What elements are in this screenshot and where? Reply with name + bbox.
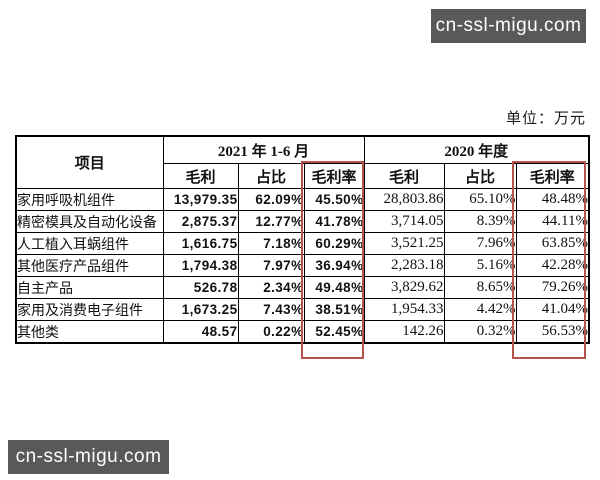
value-2021: 48.57 <box>162 320 239 344</box>
value-2021: 1,673.25 <box>162 298 239 321</box>
value-2020: 28,803.86 <box>363 188 445 211</box>
value-2021: 7.97% <box>237 254 305 277</box>
value-2020: 41.04% <box>515 298 590 321</box>
table-row: 家用呼吸机组件 13,979.35 62.09% 45.50% 28,803.86 65.… <box>15 188 590 211</box>
value-2021: 526.78 <box>162 276 239 299</box>
value-2020: 0.32% <box>443 320 517 344</box>
table-row: 自主产品 526.78 2.34% 49.48% 3,829.62 8.65% 79.26% <box>15 276 590 299</box>
value-2020: 63.85% <box>515 232 590 255</box>
watermark-bottom-left: cn-ssl-migu.com <box>8 440 169 474</box>
value-2020: 42.28% <box>515 254 590 277</box>
value-2020: 48.48% <box>515 188 590 211</box>
table-row: 人工植入耳蜗组件 1,616.75 7.18% 60.29% 3,521.25 7.96%… <box>15 232 590 255</box>
value-2020: 1,954.33 <box>363 298 445 321</box>
row-label: 家用呼吸机组件 <box>15 188 164 211</box>
value-2021: 45.50% <box>303 188 365 211</box>
value-2021: 7.43% <box>237 298 305 321</box>
gross-profit-table: 项目 2021 年 1-6 月 2020 年度 毛利 占比 毛利率 毛利 占比 … <box>15 135 590 344</box>
value-2021: 62.09% <box>237 188 305 211</box>
header-gross-profit-2020: 毛利 <box>363 163 445 189</box>
value-2021: 36.94% <box>303 254 365 277</box>
value-2020: 3,829.62 <box>363 276 445 299</box>
row-label: 自主产品 <box>15 276 164 299</box>
table-row: 其他医疗产品组件 1,794.38 7.97% 36.94% 2,283.18 5.16%… <box>15 254 590 277</box>
value-2020: 44.11% <box>515 210 590 233</box>
value-2021: 7.18% <box>237 232 305 255</box>
value-2021: 52.45% <box>303 320 365 344</box>
value-2020: 4.42% <box>443 298 517 321</box>
value-2020: 56.53% <box>515 320 590 344</box>
value-2021: 41.78% <box>303 210 365 233</box>
header-row-groups: 项目 2021 年 1-6 月 2020 年度 <box>15 135 590 189</box>
value-2021: 60.29% <box>303 232 365 255</box>
value-2020: 142.26 <box>363 320 445 344</box>
header-margin-2021: 毛利率 <box>303 163 365 189</box>
table-row: 其他类 48.57 0.22% 52.45% 142.26 0.32% 56.53% <box>15 320 590 344</box>
header-margin-2020: 毛利率 <box>515 163 590 189</box>
value-2021: 49.48% <box>303 276 365 299</box>
value-2020: 3,521.25 <box>363 232 445 255</box>
row-label: 精密模具及自动化设备 <box>15 210 164 233</box>
value-2021: 0.22% <box>237 320 305 344</box>
value-2021: 13,979.35 <box>162 188 239 211</box>
header-item: 项目 <box>15 135 164 189</box>
value-2021: 38.51% <box>303 298 365 321</box>
header-gross-profit-2021: 毛利 <box>162 163 239 189</box>
value-2021: 2.34% <box>237 276 305 299</box>
row-label: 家用及消费电子组件 <box>15 298 164 321</box>
value-2021: 1,616.75 <box>162 232 239 255</box>
value-2020: 3,714.05 <box>363 210 445 233</box>
header-share-2021: 占比 <box>237 163 305 189</box>
row-label: 人工植入耳蜗组件 <box>15 232 164 255</box>
header-period-2021: 2021 年 1-6 月 <box>162 135 365 164</box>
value-2020: 7.96% <box>443 232 517 255</box>
table-row: 精密模具及自动化设备 2,875.37 12.77% 41.78% 3,714.05 8.… <box>15 210 590 233</box>
value-2020: 79.26% <box>515 276 590 299</box>
row-label: 其他医疗产品组件 <box>15 254 164 277</box>
value-2020: 65.10% <box>443 188 517 211</box>
header-share-2020: 占比 <box>443 163 517 189</box>
value-2020: 5.16% <box>443 254 517 277</box>
row-label: 其他类 <box>15 320 164 344</box>
table-row: 家用及消费电子组件 1,673.25 7.43% 38.51% 1,954.33 4.42… <box>15 298 590 321</box>
value-2021: 2,875.37 <box>162 210 239 233</box>
value-2020: 8.65% <box>443 276 517 299</box>
watermark-top-right: cn-ssl-migu.com <box>431 9 586 43</box>
header-period-2020: 2020 年度 <box>363 135 590 164</box>
table-body: 家用呼吸机组件 13,979.35 62.09% 45.50% 28,803.86 65.… <box>15 188 590 344</box>
value-2020: 2,283.18 <box>363 254 445 277</box>
value-2020: 8.39% <box>443 210 517 233</box>
unit-label: 单位：万元 <box>505 111 586 127</box>
value-2021: 1,794.38 <box>162 254 239 277</box>
value-2021: 12.77% <box>237 210 305 233</box>
